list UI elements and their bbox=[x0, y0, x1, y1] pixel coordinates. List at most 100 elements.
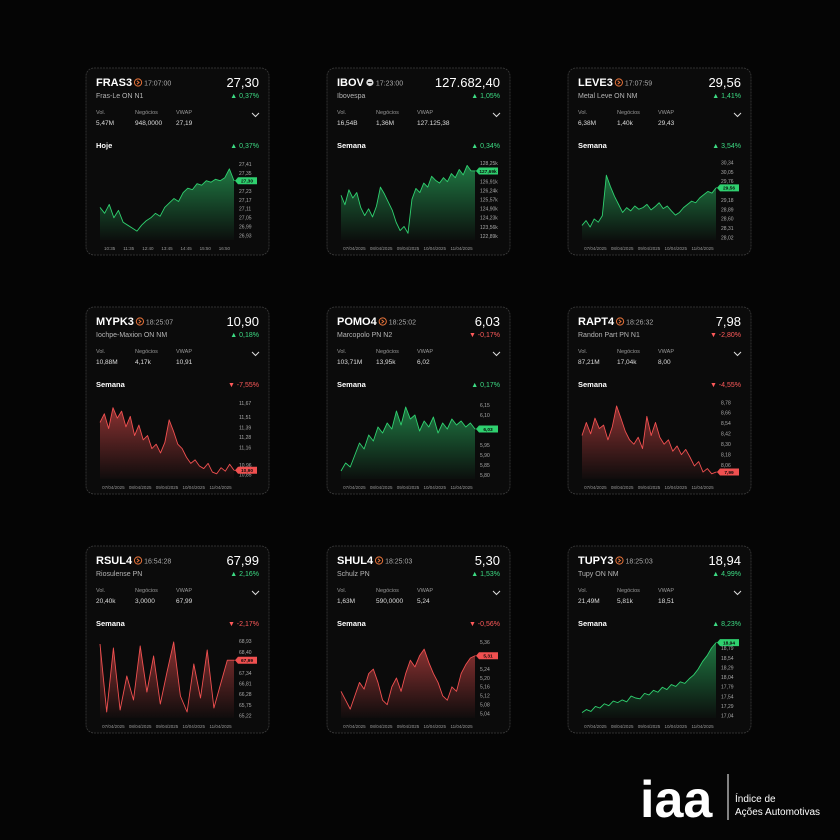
expand-chevron bbox=[492, 351, 501, 357]
y-tick-label: 10,96 bbox=[239, 463, 252, 469]
x-tick-label: 14:45 bbox=[181, 246, 193, 251]
x-tick-label: 07/04/2025 bbox=[343, 724, 366, 729]
quote-time: 17:23:00 bbox=[376, 81, 403, 88]
stat-label: VWAP bbox=[417, 349, 433, 355]
daily-change: ▲ 1,41% bbox=[712, 93, 741, 100]
stock-card: MYPK3 18:25:07 10,90 Iochpe-Maxion ON NM ▲ 0… bbox=[85, 306, 270, 495]
stat-value: 10,91 bbox=[176, 359, 193, 366]
x-tick-label: 10/04/2025 bbox=[665, 724, 688, 729]
last-price-tag bbox=[476, 167, 498, 175]
x-tick-label: 09/04/2025 bbox=[397, 246, 420, 251]
y-tick-label: 5,08 bbox=[480, 702, 490, 708]
x-tick-label: 10/04/2025 bbox=[424, 485, 447, 490]
stat-label: Vol. bbox=[337, 349, 347, 355]
x-tick-label: 15:50 bbox=[200, 246, 212, 251]
expand-chevron bbox=[492, 590, 501, 596]
company-name: Fras-Le ON N1 bbox=[96, 93, 144, 100]
x-tick-label: 07/04/2025 bbox=[584, 485, 607, 490]
stat-label: Vol. bbox=[578, 349, 588, 355]
price: 7,98 bbox=[716, 314, 741, 329]
y-tick-label: 68,40 bbox=[239, 650, 252, 656]
y-tick-label: 18,54 bbox=[721, 656, 734, 662]
daily-change: ▲ 0,18% bbox=[230, 332, 259, 339]
price-line bbox=[581, 642, 717, 713]
x-tick-label: 08/04/2025 bbox=[370, 246, 393, 251]
stat-label: Negócios bbox=[617, 110, 640, 116]
period-label: Semana bbox=[578, 141, 608, 150]
quote-time: 18:26:32 bbox=[626, 320, 653, 327]
x-tick-label: 07/04/2025 bbox=[584, 724, 607, 729]
price-line bbox=[99, 641, 234, 713]
y-tick-label: 8,30 bbox=[721, 442, 731, 448]
stat-label: VWAP bbox=[417, 110, 433, 116]
x-tick-label: 09/04/2025 bbox=[638, 724, 661, 729]
price-area bbox=[341, 165, 475, 240]
x-tick-label: 11/04/2025 bbox=[450, 724, 473, 729]
x-tick-label: 09/04/2025 bbox=[638, 485, 661, 490]
stat-value: 27,19 bbox=[176, 120, 193, 127]
period-label: Semana bbox=[337, 380, 367, 389]
quote-time: 17:07:00 bbox=[144, 81, 171, 88]
last-price-tag bbox=[476, 652, 498, 660]
stat-label: VWAP bbox=[658, 588, 674, 594]
period-change: ▲ 0,34% bbox=[471, 143, 500, 150]
logo: iaa bbox=[640, 771, 713, 829]
stat-label: Negócios bbox=[617, 349, 640, 355]
x-tick-label: 07/04/2025 bbox=[343, 246, 366, 251]
y-tick-label: 66,28 bbox=[239, 692, 252, 698]
stat-value: 87,21M bbox=[578, 359, 600, 366]
price-area bbox=[100, 168, 234, 240]
stat-value: 16,54B bbox=[337, 120, 358, 127]
stat-value: 18,51 bbox=[658, 598, 675, 605]
last-price-tag bbox=[717, 468, 739, 476]
price: 6,03 bbox=[475, 314, 500, 329]
x-tick-label: 10/04/2025 bbox=[424, 246, 447, 251]
y-tick-label: 65,75 bbox=[239, 703, 252, 709]
x-tick-label: 16:50 bbox=[219, 246, 231, 251]
stat-label: Vol. bbox=[96, 588, 106, 594]
stat-value: 17,04k bbox=[617, 359, 637, 366]
stat-value: 1,40k bbox=[617, 120, 634, 127]
stat-value: 67,99 bbox=[176, 598, 193, 605]
y-tick-label: 125,57k bbox=[480, 198, 498, 204]
y-tick-label: 65,22 bbox=[239, 713, 252, 719]
x-tick-label: 08/04/2025 bbox=[370, 724, 393, 729]
stat-label: VWAP bbox=[176, 349, 192, 355]
y-tick-label: 8,78 bbox=[721, 400, 731, 406]
last-price-label: 10,90 bbox=[241, 468, 253, 474]
price-line bbox=[340, 406, 476, 472]
quote-time: 16:54:28 bbox=[144, 559, 171, 566]
expand-chevron bbox=[251, 590, 260, 596]
y-tick-label: 28,89 bbox=[721, 207, 734, 213]
stat-label: Negócios bbox=[135, 349, 158, 355]
period-change: ▲ 0,37% bbox=[230, 143, 259, 150]
company-name: Schulz PN bbox=[337, 571, 370, 578]
expand-chevron bbox=[492, 112, 501, 118]
stat-value: 6,02 bbox=[417, 359, 430, 366]
x-tick-label: 09/04/2025 bbox=[638, 246, 661, 251]
last-price-tag bbox=[235, 177, 257, 185]
price-area bbox=[100, 407, 234, 479]
y-tick-label: 122,89k bbox=[480, 234, 498, 240]
y-tick-label: 30,34 bbox=[721, 160, 734, 166]
x-tick-label: 10/04/2025 bbox=[665, 485, 688, 490]
last-price-label: 127,69k bbox=[479, 169, 497, 175]
y-tick-label: 17,79 bbox=[721, 685, 734, 691]
y-tick-label: 5,90 bbox=[480, 453, 490, 459]
stat-value: 8,00 bbox=[658, 359, 671, 366]
price-area bbox=[100, 642, 234, 718]
stock-card: IBOV 17:23:00 127.682,40 Ibovespa ▲ 1,05% Vol… bbox=[326, 67, 511, 256]
period-label: Hoje bbox=[96, 141, 112, 150]
last-price-tag bbox=[235, 656, 257, 664]
company-name: Marcopolo PN N2 bbox=[337, 332, 392, 339]
y-tick-label: 28,60 bbox=[721, 217, 734, 223]
y-tick-label: 5,36 bbox=[480, 640, 490, 646]
y-tick-label: 11,51 bbox=[239, 415, 251, 421]
expand-chevron bbox=[733, 590, 742, 596]
company-name: Metal Leve ON NM bbox=[578, 93, 638, 100]
stat-label: Negócios bbox=[617, 588, 640, 594]
status-icon bbox=[133, 556, 143, 565]
stat-label: Vol. bbox=[96, 349, 106, 355]
y-tick-label: 11,16 bbox=[239, 445, 251, 451]
